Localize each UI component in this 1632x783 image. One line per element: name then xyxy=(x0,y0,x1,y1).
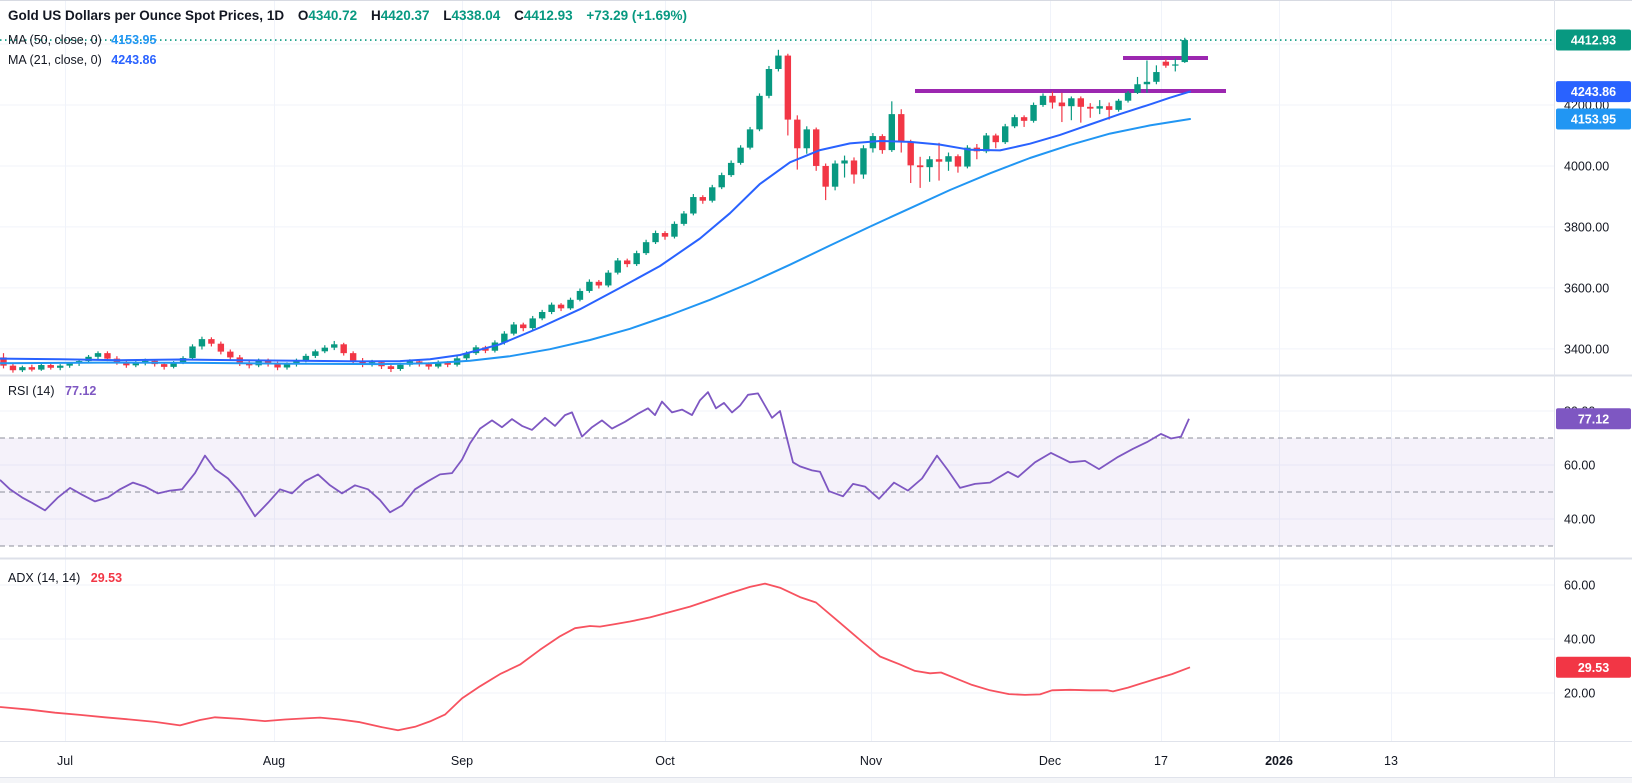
symbol-title: Gold US Dollars per Ounce Spot Prices, 1… xyxy=(8,8,285,23)
rsi-value-badge: 77.12 xyxy=(1556,408,1631,430)
adx-label: ADX (14, 14) xyxy=(8,571,81,585)
svg-text:77.12: 77.12 xyxy=(1578,412,1609,426)
ma21-legend[interactable]: MA (21, close, 0) 4243.86 xyxy=(8,53,156,67)
time-label-Jul[interactable]: Jul xyxy=(57,754,73,768)
ma21-price-badge: 4243.86 xyxy=(1556,81,1631,103)
svg-text:40.00: 40.00 xyxy=(1564,633,1595,647)
open-value: 4340.72 xyxy=(308,8,358,23)
time-label-17[interactable]: 17 xyxy=(1154,754,1168,768)
rsi-legend[interactable]: RSI (14) 77.12 xyxy=(8,384,96,398)
svg-text:40.00: 40.00 xyxy=(1564,513,1595,527)
svg-text:20.00: 20.00 xyxy=(1564,687,1595,701)
candlestick-series[interactable] xyxy=(0,37,1188,373)
adx-value: 29.53 xyxy=(90,571,123,585)
axis-badges: 4412.93 4243.86 4153.95 77.12 29.53 xyxy=(1556,29,1631,678)
last-price-badge: 4412.93 xyxy=(1556,29,1631,51)
main-legend[interactable]: Gold US Dollars per Ounce Spot Prices, 1… xyxy=(8,8,687,23)
ma50-price-badge: 4153.95 xyxy=(1556,108,1631,130)
svg-text:29.53: 29.53 xyxy=(1578,661,1609,675)
svg-text:4243.86: 4243.86 xyxy=(1571,85,1616,99)
moving-average-lines[interactable] xyxy=(0,90,1191,366)
high-value: 4420.37 xyxy=(380,8,430,23)
horizontal-gridlines xyxy=(0,43,1555,694)
svg-text:60.00: 60.00 xyxy=(1564,579,1595,593)
time-label-Oct[interactable]: Oct xyxy=(655,754,675,768)
high-label: H xyxy=(370,8,381,23)
rsi-label: RSI (14) xyxy=(8,384,55,398)
svg-text:3800.00: 3800.00 xyxy=(1564,220,1609,234)
close-label: C xyxy=(514,8,524,23)
change-value: +73.29 (+1.69%) xyxy=(586,8,687,23)
low-label: L xyxy=(443,8,452,23)
svg-text:60.00: 60.00 xyxy=(1564,459,1595,473)
ma50-line[interactable] xyxy=(0,118,1191,366)
time-label-13[interactable]: 13 xyxy=(1384,754,1398,768)
bottom-strip xyxy=(0,777,1632,783)
time-label-2026[interactable]: 2026 xyxy=(1265,754,1293,768)
svg-text:3600.00: 3600.00 xyxy=(1564,281,1609,295)
open-label: O xyxy=(297,8,309,23)
adx-legend[interactable]: ADX (14, 14) 29.53 xyxy=(8,571,122,585)
ma21-label: MA (21, close, 0) xyxy=(8,53,102,67)
ma50-legend[interactable]: MA (50, close, 0) 4153.95 xyxy=(8,33,156,47)
ma50-label: MA (50, close, 0) xyxy=(8,33,102,47)
svg-text:4153.95: 4153.95 xyxy=(1571,113,1616,127)
ma21-value: 4243.86 xyxy=(111,53,157,67)
rsi-line[interactable] xyxy=(0,391,1190,518)
time-label-Aug[interactable]: Aug xyxy=(263,754,285,768)
ma50-value: 4153.95 xyxy=(111,33,157,47)
time-axis-labels[interactable]: Jul Aug Sep Oct Nov Dec 17 2026 13 xyxy=(57,754,1398,768)
adx-line[interactable] xyxy=(0,582,1191,732)
adx-value-badge: 29.53 xyxy=(1556,656,1631,678)
ma21-line[interactable] xyxy=(0,90,1191,363)
trendline-drawings[interactable] xyxy=(915,56,1226,93)
close-value: 4412.93 xyxy=(523,8,573,23)
svg-text:4412.93: 4412.93 xyxy=(1571,34,1616,48)
rsi-value: 77.12 xyxy=(65,384,97,398)
time-label-Sep[interactable]: Sep xyxy=(451,754,473,768)
time-label-Dec[interactable]: Dec xyxy=(1039,754,1061,768)
svg-text:4000.00: 4000.00 xyxy=(1564,159,1609,173)
time-label-Nov[interactable]: Nov xyxy=(860,754,883,768)
svg-text:3400.00: 3400.00 xyxy=(1564,342,1609,356)
low-value: 4338.04 xyxy=(451,8,501,23)
